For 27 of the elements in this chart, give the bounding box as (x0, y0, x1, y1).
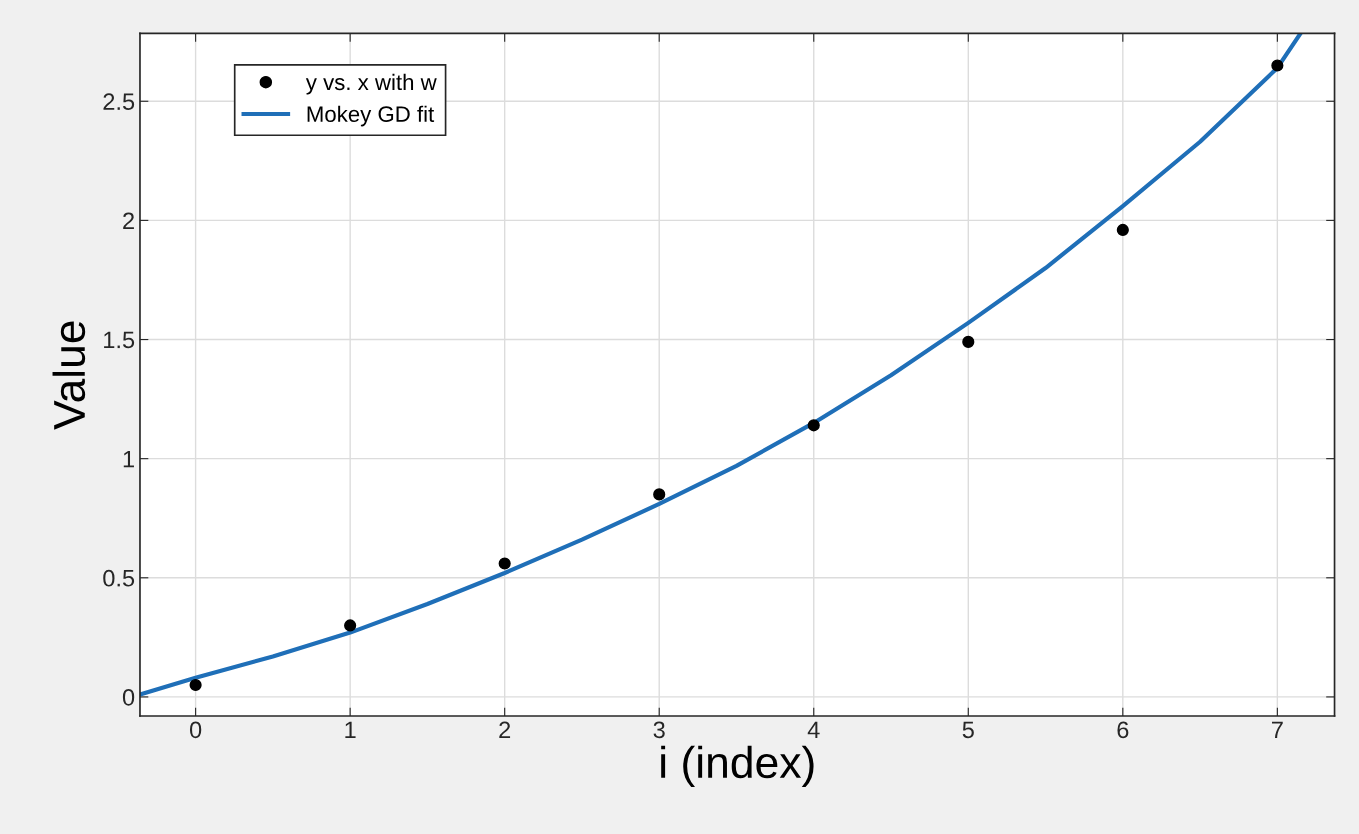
x-tick-label: 5 (962, 721, 974, 739)
y-tick-label: 2 (123, 212, 134, 229)
y-tick-label: 0.5 (103, 569, 135, 587)
point (653, 488, 666, 501)
legend-label: Mokey GD fit (307, 105, 435, 127)
x-tick-label: 6 (1117, 721, 1129, 739)
point (498, 557, 511, 570)
x-axis-title: i (index) (661, 745, 814, 788)
point (189, 678, 202, 692)
point (807, 419, 820, 432)
y-tick-label: 0 (122, 689, 135, 706)
point (1271, 59, 1284, 72)
point (344, 619, 357, 632)
y-tick-label: 2.5 (103, 93, 135, 111)
point (962, 335, 975, 348)
x-tick-label: 3 (653, 721, 665, 739)
x-tick-label: 1 (345, 721, 356, 738)
x-tick-label: 0 (189, 721, 202, 739)
y-tick-label: 1.5 (104, 331, 135, 349)
legend-label: y vs. x with w (305, 73, 437, 95)
line-series (139, 33, 1303, 697)
x-tick-label: 4 (807, 721, 820, 738)
x-tick-label: 7 (1272, 721, 1283, 738)
point (1116, 223, 1129, 237)
x-tick-label: 2 (499, 721, 511, 738)
y-tick-label: 1 (123, 450, 134, 468)
y-axis-title: Value (52, 321, 86, 430)
